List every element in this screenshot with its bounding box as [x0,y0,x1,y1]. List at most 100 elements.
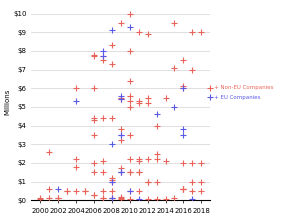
+ Non-EU Companies [136,99,141,103]
+ Non-EU Companies [110,180,114,183]
+ Non-EU Companies [199,189,204,193]
+ Non-EU Companies [127,105,132,109]
+ Non-EU Companies [127,133,132,137]
+ Non-EU Companies [172,66,177,69]
+ EU Companies [127,189,132,193]
+ Non-EU Companies [118,197,123,200]
+ Non-EU Companies [92,116,96,120]
+ Non-EU Companies [190,68,195,71]
+ Non-EU Companies [154,157,159,161]
+ Non-EU Companies [190,189,195,193]
+ Non-EU Companies [181,187,186,191]
+ Non-EU Companies [145,198,150,201]
+ Non-EU Companies [181,85,186,88]
+ Non-EU Companies [92,170,96,174]
+ Non-EU Companies [100,189,105,193]
+ Non-EU Companies [110,178,114,181]
+ Non-EU Companies [100,58,105,62]
+ Non-EU Companies [127,170,132,174]
+ Non-EU Companies [136,31,141,34]
+ EU Companies [100,55,105,58]
+ Non-EU Companies [127,170,132,174]
+ Non-EU Companies [118,170,123,174]
+ Non-EU Companies [127,79,132,82]
+ EU Companies [181,133,186,137]
+ Non-EU Companies [110,62,114,66]
+ EU Companies [110,29,114,32]
+ Non-EU Companies [145,180,150,183]
+ Non-EU Companies [181,86,186,90]
+ Non-EU Companies [92,161,96,165]
+ Non-EU Companies [199,161,204,165]
+ EU Companies [118,133,123,137]
+ Non-EU Companies [110,197,114,200]
+ Non-EU Companies [74,165,78,168]
+ Non-EU Companies [145,157,150,161]
+ Non-EU Companies [199,31,204,34]
+ EU Companies [118,170,123,174]
+ EU Companies [181,128,186,131]
+ EU Companies [56,187,61,191]
+ Non-EU Companies [154,124,159,127]
+ Non-EU Companies [181,58,186,62]
+ Non-EU Companies [136,170,141,174]
+ Non-EU Companies [47,197,52,200]
Legend: + Non-EU Companies, + EU Companies: + Non-EU Companies, + EU Companies [206,83,275,101]
+ Non-EU Companies [136,159,141,163]
+ Non-EU Companies [110,189,114,193]
+ Non-EU Companies [100,170,105,174]
+ Non-EU Companies [163,159,168,163]
+ EU Companies [100,49,105,53]
+ Non-EU Companies [118,167,123,170]
+ Non-EU Companies [56,197,61,200]
+ Non-EU Companies [118,139,123,142]
+ EU Companies [181,86,186,90]
+ Non-EU Companies [136,157,141,161]
+ Non-EU Companies [82,189,87,193]
+ Non-EU Companies [38,197,43,200]
+ Non-EU Companies [118,96,123,99]
+ EU Companies [110,142,114,146]
+ Non-EU Companies [100,159,105,163]
+ EU Companies [154,112,159,116]
+ Non-EU Companies [47,187,52,191]
+ Non-EU Companies [74,157,78,161]
+ EU Companies [136,198,141,201]
+ Non-EU Companies [118,196,123,199]
+ Non-EU Companies [110,44,114,47]
+ Non-EU Companies [92,118,96,122]
+ EU Companies [118,94,123,97]
Y-axis label: Millions: Millions [4,89,10,115]
+ EU Companies [118,170,123,174]
+ Non-EU Companies [118,128,123,131]
+ EU Companies [118,98,123,101]
+ EU Companies [172,105,177,109]
+ Non-EU Companies [56,197,61,200]
+ Non-EU Companies [74,189,78,193]
+ Non-EU Companies [118,98,123,101]
+ Non-EU Companies [136,170,141,174]
+ Non-EU Companies [92,53,96,56]
+ Non-EU Companies [100,197,105,200]
+ Non-EU Companies [127,12,132,15]
+ Non-EU Companies [74,86,78,90]
+ Non-EU Companies [110,176,114,180]
+ Non-EU Companies [154,198,159,201]
+ Non-EU Companies [100,116,105,120]
+ Non-EU Companies [100,55,105,58]
+ Non-EU Companies [163,198,168,201]
+ Non-EU Companies [145,96,150,99]
+ EU Companies [118,133,123,137]
+ EU Companies [127,25,132,28]
+ Non-EU Companies [181,187,186,191]
+ EU Companies [110,197,114,200]
+ Non-EU Companies [127,157,132,161]
+ Non-EU Companies [190,180,195,183]
+ EU Companies [74,99,78,103]
+ Non-EU Companies [65,189,70,193]
+ Non-EU Companies [145,180,150,183]
+ Non-EU Companies [127,189,132,193]
+ Non-EU Companies [47,150,52,153]
+ Non-EU Companies [38,198,43,201]
+ Non-EU Companies [118,198,123,201]
